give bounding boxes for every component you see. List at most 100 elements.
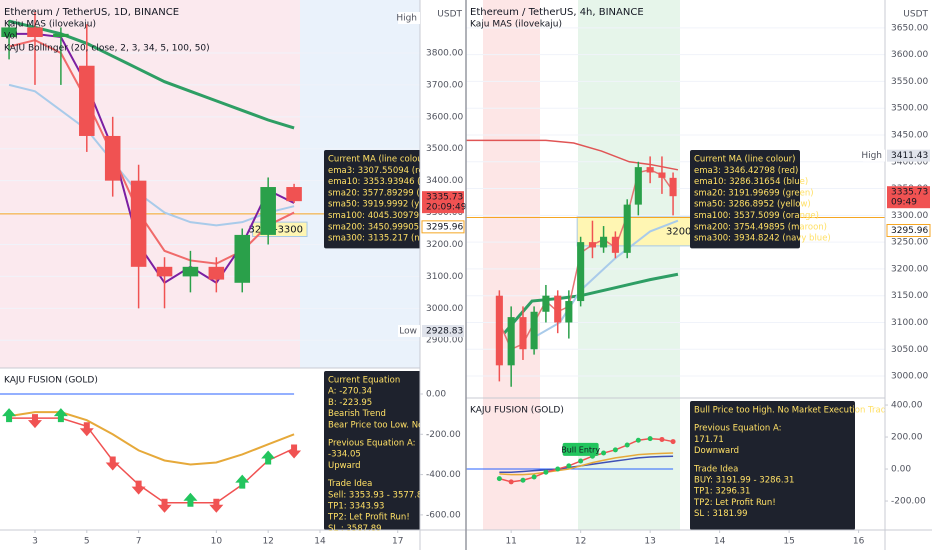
signal-dot: [555, 466, 561, 472]
info-line: ema3: 3346.42798 (red): [694, 166, 798, 176]
extreme-box: [887, 149, 930, 162]
y-tick-label: 3000.00: [891, 372, 928, 382]
info-line: sma50: 3919.9992 (yellow): [328, 200, 445, 210]
equation-line: TP2: Let Profit Run!: [693, 498, 776, 508]
price-line-label: 3295.96: [426, 222, 463, 232]
signal-dot: [496, 476, 502, 482]
price-line-box: [886, 224, 931, 238]
signal-dot: [647, 436, 653, 442]
osc-line: [8, 411, 295, 466]
signal-dot: [543, 469, 549, 475]
price-line-label: 3295.96: [891, 226, 928, 236]
x-tick-label: 10: [211, 537, 223, 547]
x-tick-label: 15: [783, 537, 794, 547]
signal-arrow: [287, 444, 302, 459]
countdown: 09:49: [891, 198, 917, 208]
osc-tick-label: -200.00: [426, 430, 461, 440]
y-tick-label: 3150.00: [891, 291, 928, 301]
candle-body: [507, 317, 515, 366]
x-tick-label: 12: [262, 537, 273, 547]
x-tick-label: 12: [575, 537, 586, 547]
equation-line: TP2: Let Profit Run!: [327, 513, 410, 523]
equation-line: BUY: 3191.99 - 3286.31: [694, 476, 794, 486]
info-line: sma300: 3934.8242 (navy blue): [694, 234, 831, 244]
info-line: Current MA (line colour): [328, 155, 429, 165]
x-tick-label: 5: [84, 537, 90, 547]
candle-body: [658, 172, 666, 178]
indicator-label: Kaju MAS (ilovekaju): [4, 20, 96, 30]
osc-tick-label: 200.00: [891, 433, 923, 443]
x-tick-label: 16: [853, 537, 865, 547]
y-tick-label: 3250.00: [891, 238, 928, 248]
y-tick-label: 3650.00: [891, 23, 928, 33]
signal-arrow: [53, 408, 68, 423]
candle-body: [600, 236, 608, 248]
last-price-box: [422, 191, 464, 214]
y-tick-label: 3450.00: [891, 130, 928, 140]
y-tick-label: 3100.00: [891, 318, 928, 328]
osc-line: [499, 455, 674, 473]
price-axis: [420, 0, 466, 530]
equation-line: SL : 3587.89: [328, 524, 382, 534]
y-tick-label: 3500.00: [426, 144, 463, 154]
signal-dot: [531, 474, 537, 480]
equation-line: Downward: [694, 446, 739, 456]
y-tick-label: 3000.00: [426, 304, 463, 314]
signal-arrow: [157, 498, 172, 513]
info-line: ema3: 3307.55094 (red): [328, 166, 432, 176]
osc-tick-label: -200.00: [891, 497, 926, 507]
candle-body: [542, 295, 550, 312]
info-box: [324, 150, 434, 249]
last-price: 3335.73: [891, 188, 928, 198]
candle-body: [634, 167, 642, 205]
extreme-tag-box: [863, 149, 885, 162]
candle-body: [565, 301, 573, 323]
indicator-label: KAJU Bollinger (20, close, 2, 3, 34, 5, …: [4, 44, 210, 54]
equation-line: -334.05: [328, 450, 361, 460]
y-tick-label: 3400.00: [891, 157, 928, 167]
equation-line: Previous Equation A:: [328, 439, 416, 449]
equation-line: TP1: 3343.93: [327, 502, 384, 512]
equation-line: SL : 3181.99: [694, 509, 748, 519]
equation-line: Trade Idea: [693, 464, 738, 474]
signal-dot: [520, 477, 526, 483]
entry-label: Bull Entry: [561, 445, 600, 454]
candle-body: [530, 311, 538, 350]
x-tick-label: 11: [505, 537, 516, 547]
y-tick-label: 3700.00: [426, 80, 463, 90]
info-line: ema10: 3353.93946 (blue): [328, 177, 442, 187]
info-line: sma20: 3191.99699 (green): [694, 188, 814, 198]
candle-body: [495, 295, 503, 366]
candle-body: [130, 180, 147, 267]
info-line: sma200: 3450.99905 (maroon): [328, 222, 461, 232]
currency: USDT: [437, 10, 462, 20]
candle-body: [623, 204, 631, 253]
entry-tag: [562, 442, 599, 456]
info-line: sma50: 3286.8952 (yellow): [694, 200, 811, 210]
y-tick-label: 3600.00: [426, 112, 463, 122]
candle-body: [519, 317, 527, 350]
indicator-label: Vol: [4, 32, 17, 42]
extreme-box: [422, 325, 464, 338]
candle-body: [53, 33, 69, 38]
info-line: sma300: 3135.217 (navy blue): [328, 234, 459, 244]
x-tick-label: 17: [392, 537, 403, 547]
equation-line: Trade Idea: [327, 479, 372, 489]
y-tick-label: 2900.00: [426, 336, 463, 346]
y-tick-label: 3200.00: [426, 240, 463, 250]
countdown: 20:09:49: [426, 203, 467, 213]
y-tick-label: 3600.00: [891, 50, 928, 60]
currency: USDT: [903, 10, 928, 20]
y-tick-label: 3800.00: [426, 48, 463, 58]
last-price-box: [887, 186, 930, 209]
signal-dot: [670, 439, 676, 445]
candle-body: [27, 27, 43, 38]
candle-body: [156, 266, 173, 277]
bg-bear: [483, 0, 540, 530]
osc-tick-label: -400.00: [426, 470, 461, 480]
price-line-box: [421, 220, 465, 234]
signal-arrow: [235, 474, 250, 489]
extreme-tag: Low: [399, 327, 417, 337]
equation-box: [324, 371, 434, 530]
ma-line: [531, 219, 679, 340]
